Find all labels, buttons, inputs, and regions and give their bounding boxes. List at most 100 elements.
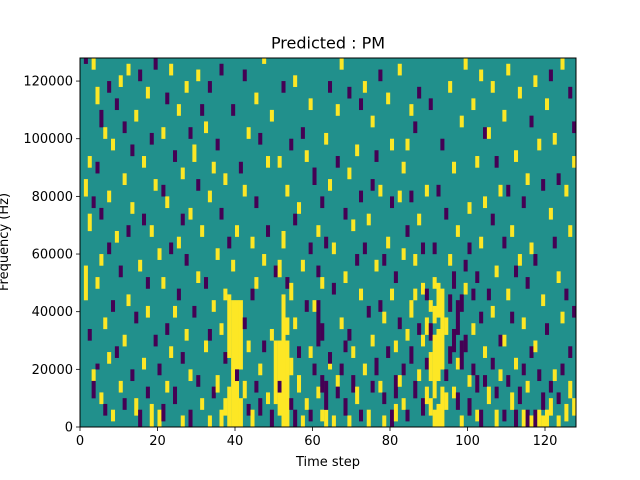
- y-axis: 0 20000 40000 60000 80000 100000 120000: [23, 75, 80, 436]
- heatmap-cell-high: [328, 179, 333, 191]
- heatmap-cell-high: [475, 156, 480, 168]
- x-tick-label: 80: [382, 434, 399, 449]
- heatmap-cell-high: [525, 173, 530, 185]
- heatmap-cell-high: [304, 150, 309, 162]
- heatmap-cell-high: [440, 288, 445, 370]
- heatmap-cell-high: [149, 403, 154, 428]
- heatmap-cell-low: [463, 334, 468, 353]
- heatmap-cell-high: [204, 340, 209, 353]
- heatmap-cell-low: [556, 392, 561, 405]
- heatmap-cell-low: [390, 196, 395, 209]
- heatmap-cell-high: [134, 109, 139, 122]
- heatmap-cell-high: [277, 259, 282, 278]
- heatmap-cell-low: [173, 150, 178, 162]
- heatmap-cell-low: [533, 254, 538, 266]
- heatmap-cell-low: [281, 81, 286, 93]
- heatmap-cell-high: [300, 415, 305, 428]
- heatmap-cell-high: [564, 184, 569, 197]
- heatmap-cell-low: [118, 265, 123, 278]
- heatmap-cell-high: [227, 386, 232, 428]
- heatmap-cell-high: [99, 392, 104, 405]
- heatmap-cell-high: [428, 300, 433, 312]
- heatmap-cell-high: [545, 98, 550, 111]
- heatmap-cell-high: [91, 369, 96, 382]
- heatmap-cell-high: [421, 282, 426, 295]
- heatmap-cell-low: [99, 109, 104, 128]
- heatmap-cell-high: [510, 392, 515, 410]
- heatmap-cell-high: [331, 242, 336, 255]
- heatmap-cell-low: [269, 409, 274, 428]
- heatmap-cell-high: [390, 138, 395, 151]
- heatmap-cell-high: [417, 213, 422, 226]
- heatmap-cell-low: [568, 346, 573, 358]
- heatmap-cell-high: [455, 225, 460, 237]
- heatmap-cell-low: [145, 386, 150, 399]
- heatmap-cell-high: [223, 398, 228, 416]
- heatmap-cell-high: [390, 288, 395, 301]
- heatmap-cell-low: [153, 334, 158, 347]
- heatmap-cell-low: [459, 340, 464, 370]
- heatmap-cell-low: [490, 213, 495, 226]
- heatmap-cell-high: [448, 254, 453, 266]
- heatmap-cell-low: [545, 323, 550, 335]
- heatmap-cell-high: [560, 311, 565, 324]
- heatmap-cell-low: [122, 398, 127, 410]
- heatmap-cell-high: [362, 363, 367, 376]
- heatmap-cell-low: [556, 173, 561, 185]
- heatmap-cell-high: [254, 277, 259, 289]
- heatmap-cell-low: [455, 300, 460, 335]
- x-tick-label: 40: [227, 434, 244, 449]
- heatmap-cell-high: [467, 375, 472, 387]
- heatmap-cell-low: [560, 363, 565, 376]
- heatmap-cell-high: [560, 58, 565, 70]
- chart-title: Predicted : PM: [271, 34, 385, 53]
- heatmap-cell-high: [413, 254, 418, 266]
- heatmap-cell-high: [428, 352, 433, 382]
- heatmap-cell-high: [483, 196, 488, 209]
- heatmap-cell-high: [235, 225, 240, 237]
- heatmap-cell-high: [138, 259, 143, 272]
- heatmap-cell-low: [428, 323, 433, 341]
- heatmap-cell-high: [362, 81, 367, 93]
- plot-frame: [79, 57, 577, 428]
- heatmap-cell-high: [95, 277, 100, 289]
- heatmap-cell-high: [176, 236, 181, 249]
- heatmap-cell-high: [401, 398, 406, 410]
- heatmap-cell-low: [436, 184, 441, 197]
- heatmap-cell-high: [494, 265, 499, 278]
- y-tick-label: 40000: [32, 305, 73, 320]
- heatmap-cell-low: [134, 311, 139, 324]
- heatmap-cell-high: [99, 254, 104, 266]
- heatmap-cell-high: [157, 248, 162, 260]
- heatmap-cell-low: [378, 69, 383, 82]
- heatmap-cell-high: [556, 415, 561, 428]
- heatmap-cell-high: [142, 156, 147, 168]
- heatmap-cell-low: [498, 334, 503, 347]
- heatmap-cell-high: [153, 179, 158, 191]
- heatmap-cell-low: [254, 196, 259, 209]
- heatmap-cell-high: [506, 63, 511, 76]
- heatmap-cell-high: [289, 357, 294, 376]
- heatmap-cell-high: [572, 156, 577, 168]
- heatmap-cell-low: [258, 398, 263, 416]
- heatmap-cell-low: [564, 288, 569, 301]
- heatmap-cell-low: [514, 265, 519, 278]
- heatmap-cell-high: [169, 63, 174, 76]
- heatmap-cell-high: [145, 86, 150, 99]
- heatmap-cell-low: [227, 236, 232, 249]
- heatmap-cell-high: [107, 352, 112, 364]
- heatmap-cell-high: [246, 340, 251, 353]
- heatmap-cell-high: [122, 334, 127, 347]
- heatmap-cell-low: [448, 294, 453, 312]
- heatmap-cell-high: [517, 86, 522, 99]
- y-tick-label: 100000: [23, 132, 73, 147]
- heatmap-cell-low: [223, 352, 228, 364]
- heatmap-cell-low: [475, 375, 480, 393]
- heatmap-cell-low: [99, 207, 104, 220]
- heatmap-cell-low: [452, 328, 457, 353]
- heatmap-cell-high: [335, 104, 340, 116]
- heatmap-cell-high: [211, 161, 216, 174]
- y-tick-label: 0: [65, 421, 73, 436]
- heatmap-cell-low: [405, 225, 410, 237]
